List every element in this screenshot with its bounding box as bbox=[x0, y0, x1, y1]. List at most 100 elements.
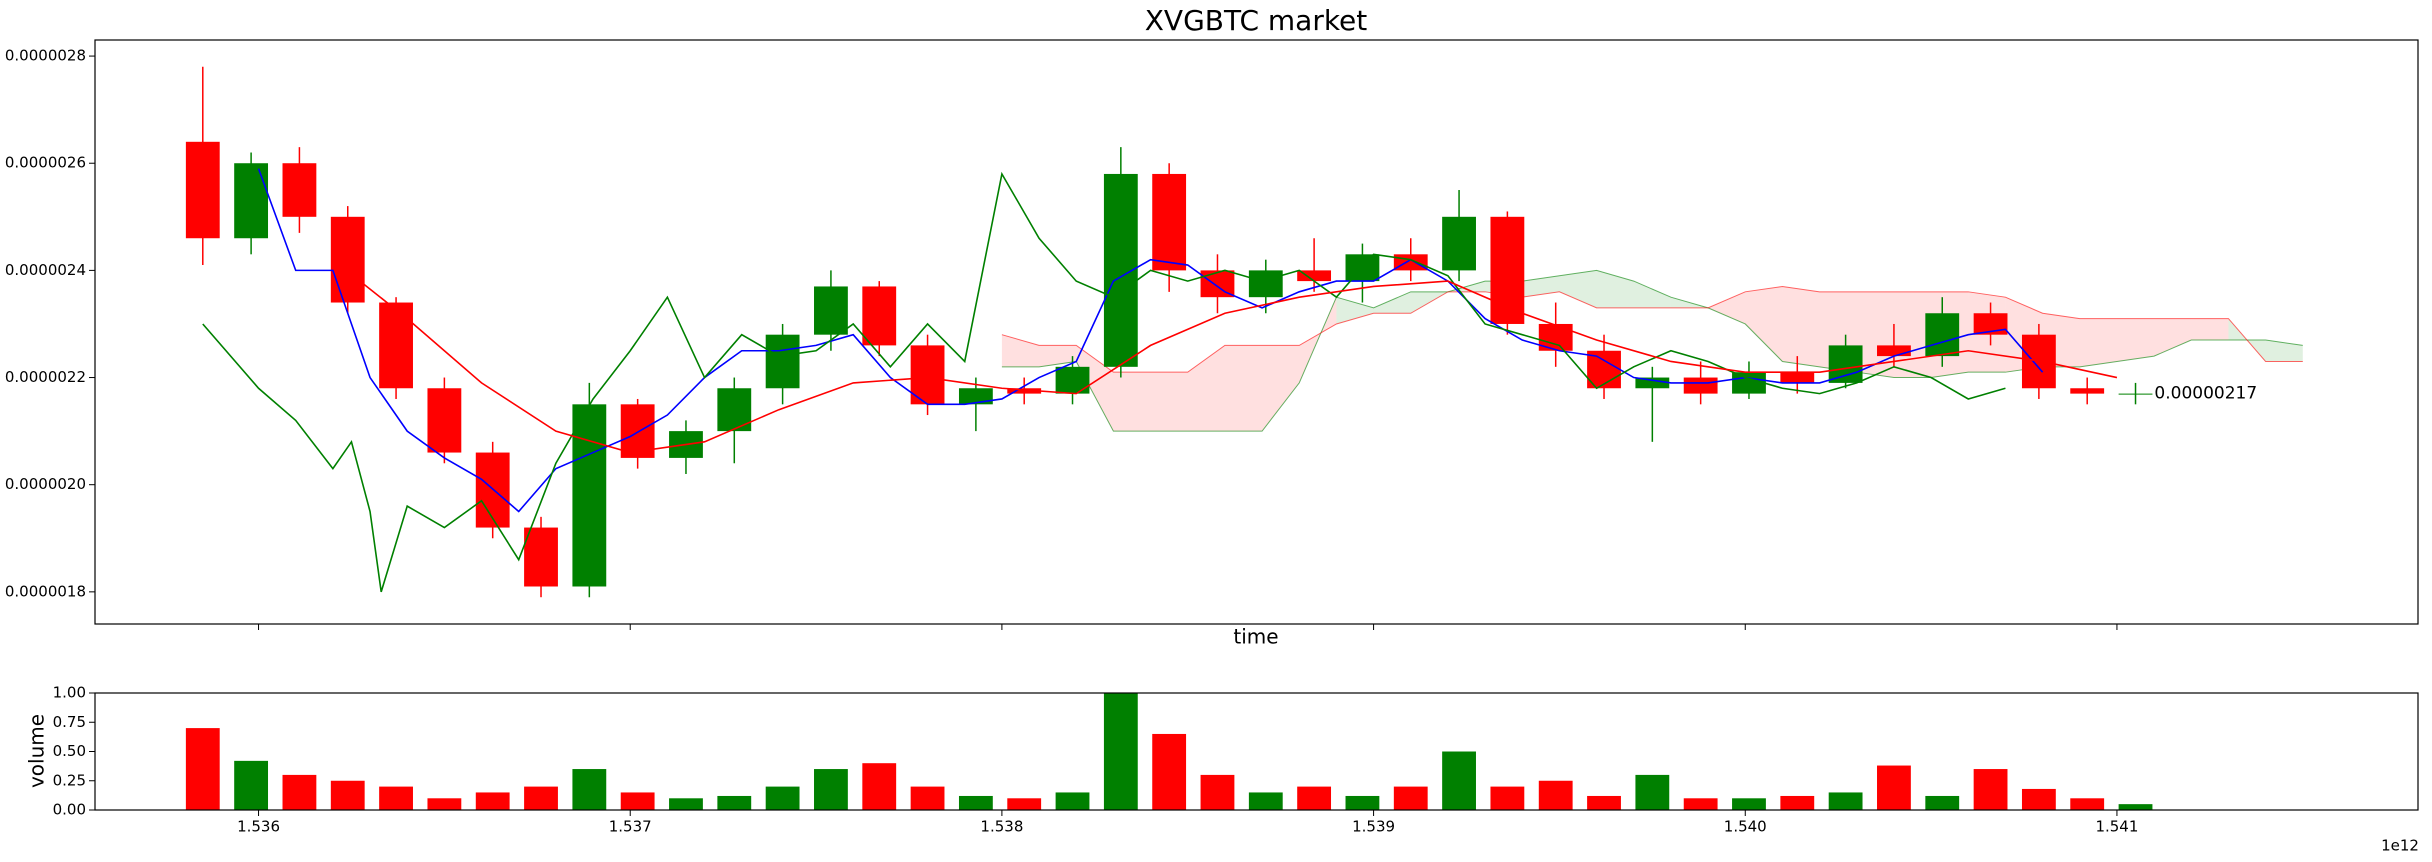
volume-bar bbox=[1925, 795, 1960, 810]
cloud-segment bbox=[1224, 345, 1263, 432]
volume-bar bbox=[1780, 795, 1815, 810]
candle-body bbox=[1297, 270, 1332, 282]
cloud-segment bbox=[1262, 345, 1300, 432]
candle-body bbox=[1393, 254, 1428, 271]
candle-body bbox=[1152, 173, 1187, 271]
cloud-segment bbox=[2154, 318, 2192, 357]
volume-bar bbox=[1538, 780, 1573, 810]
y-tick-label: 0.0000024 bbox=[5, 261, 86, 279]
candle-body bbox=[1055, 366, 1090, 394]
volume-bar bbox=[1055, 792, 1090, 810]
cloud-segment bbox=[1596, 270, 1634, 308]
volume-bar bbox=[2070, 798, 2105, 810]
volume-bar bbox=[2021, 788, 2056, 810]
volume-bar bbox=[1152, 733, 1187, 810]
cloud-segment bbox=[1559, 270, 1597, 308]
volume-bar bbox=[1297, 786, 1332, 810]
candle-body bbox=[1248, 270, 1283, 298]
volume-bar bbox=[1635, 774, 1670, 810]
volume-bar bbox=[1007, 798, 1042, 810]
y-tick-label: 0.75 bbox=[53, 713, 86, 731]
candle-body bbox=[765, 334, 800, 389]
indicator-line bbox=[332, 259, 2118, 454]
candle-body bbox=[1732, 372, 1766, 394]
volume-bar bbox=[185, 728, 220, 810]
cloud-segment bbox=[1745, 286, 1783, 362]
volume-bar bbox=[814, 769, 848, 810]
volume-bar bbox=[1393, 786, 1428, 810]
volume-bar bbox=[524, 786, 558, 810]
candle-body bbox=[814, 286, 848, 335]
y-tick-label: 0.0000026 bbox=[5, 154, 86, 172]
y-tick-label: 1.00 bbox=[53, 684, 86, 702]
volume-bar bbox=[572, 769, 607, 810]
candle-body bbox=[958, 388, 993, 405]
x-tick-label: 1.538 bbox=[980, 818, 1023, 836]
candle-body bbox=[379, 302, 413, 389]
candle-body bbox=[524, 527, 558, 587]
x-tick-label: 1.541 bbox=[2095, 818, 2138, 836]
last-price-label: 0.00000217 bbox=[2154, 384, 2257, 404]
cloud-segment bbox=[1336, 297, 1374, 324]
candle-body bbox=[330, 216, 365, 303]
candle-body bbox=[1442, 216, 1476, 271]
cloud-segment bbox=[1113, 372, 1151, 432]
x-offset-label: 1e12 bbox=[2381, 837, 2419, 855]
y-tick-label: 0.0000020 bbox=[5, 475, 86, 493]
volume-bar bbox=[282, 774, 317, 810]
cloud-segment bbox=[2265, 340, 2303, 362]
price-axes-frame bbox=[94, 39, 2419, 625]
cloud-segment bbox=[1708, 291, 1746, 324]
x-tick-label: 1.536 bbox=[237, 818, 280, 836]
candle-body bbox=[427, 388, 462, 453]
x-tick-label: 1.539 bbox=[1352, 818, 1395, 836]
candle-body bbox=[1683, 377, 1718, 394]
volume-bar bbox=[910, 786, 945, 810]
volume-bar bbox=[862, 763, 897, 810]
volume-bar bbox=[1828, 792, 1863, 810]
volume-bar bbox=[669, 798, 703, 810]
candle-body bbox=[910, 345, 945, 405]
y-tick-label: 0.0000028 bbox=[5, 47, 86, 65]
cloud-segment bbox=[1150, 372, 1188, 432]
y-tick-label: 0.25 bbox=[53, 771, 86, 789]
volume-bar bbox=[234, 760, 269, 810]
cloud-segment bbox=[1039, 345, 1077, 367]
candle-body bbox=[1828, 345, 1863, 383]
volume-bar bbox=[1683, 798, 1718, 810]
volume-bar bbox=[1200, 774, 1235, 810]
candle-body bbox=[234, 163, 269, 239]
cloud-segment bbox=[1522, 275, 1560, 298]
candle-body bbox=[862, 286, 897, 346]
candle-body bbox=[1877, 345, 1911, 357]
candle-body bbox=[1973, 313, 2008, 335]
y-tick-label: 0.0000022 bbox=[5, 368, 86, 386]
cloud-segment bbox=[2079, 318, 2117, 367]
cloud-span bbox=[1001, 269, 2303, 432]
candle-body bbox=[572, 404, 607, 587]
x-axis-label: time bbox=[1233, 625, 1278, 649]
candle-body bbox=[1925, 313, 1960, 357]
candle-body bbox=[2118, 393, 2153, 395]
candle-body bbox=[620, 404, 655, 458]
candle-body bbox=[1587, 350, 1621, 389]
volume-bar bbox=[379, 786, 413, 810]
volume-bar bbox=[1345, 795, 1380, 810]
volume-bar bbox=[427, 798, 462, 810]
cloud-segment bbox=[1187, 345, 1225, 432]
candle-body bbox=[2070, 388, 2105, 394]
candle-body bbox=[185, 141, 220, 239]
volume-bar bbox=[620, 792, 655, 810]
volume-axis-label: volume bbox=[25, 714, 49, 788]
x-tick-label: 1.540 bbox=[1724, 818, 1767, 836]
cloud-segment bbox=[2191, 318, 2229, 341]
chart-title: XVGBTC market bbox=[1145, 4, 1368, 37]
x-tick-label: 1.537 bbox=[609, 818, 652, 836]
y-tick-label: 0.50 bbox=[53, 742, 86, 760]
y-tick-label: 0.0000018 bbox=[5, 582, 86, 600]
cloud-span bbox=[1001, 285, 2303, 373]
volume-bar bbox=[1973, 769, 2008, 810]
cloud-segment bbox=[1633, 281, 1671, 308]
